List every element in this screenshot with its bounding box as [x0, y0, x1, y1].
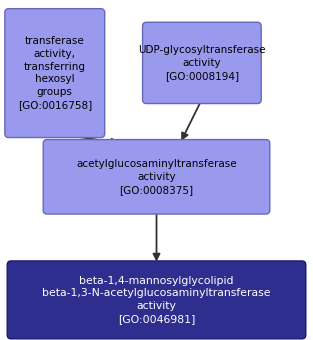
Text: transferase
activity,
transferring
hexosyl
groups
[GO:0016758]: transferase activity, transferring hexos… — [18, 36, 92, 110]
Text: UDP-glycosyltransferase
activity
[GO:0008194]: UDP-glycosyltransferase activity [GO:000… — [138, 45, 266, 81]
Text: beta-1,4-mannosylglycolipid
beta-1,3-N-acetylglucosaminyltransferase
activity
[G: beta-1,4-mannosylglycolipid beta-1,3-N-a… — [42, 276, 271, 324]
FancyBboxPatch shape — [5, 9, 105, 137]
FancyBboxPatch shape — [7, 261, 306, 339]
Text: acetylglucosaminyltransferase
activity
[GO:0008375]: acetylglucosaminyltransferase activity [… — [76, 159, 237, 194]
FancyBboxPatch shape — [143, 22, 261, 104]
FancyBboxPatch shape — [43, 140, 270, 214]
